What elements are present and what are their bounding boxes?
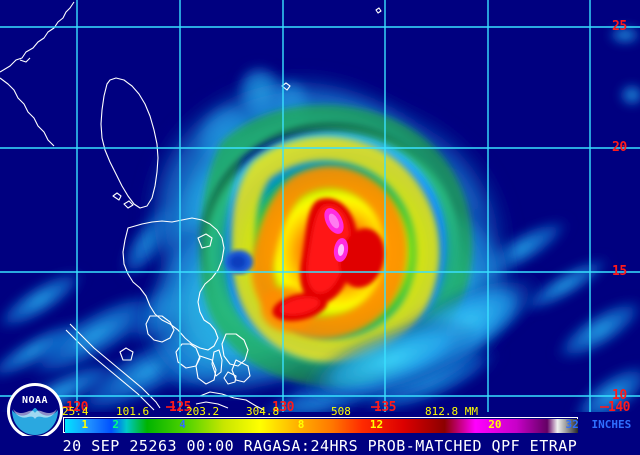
colorbar-in-20: 20 [488, 418, 502, 431]
colorbar-legend: 25.4 101.6 203.2 304.8 508 812.8 MM 1 2 … [0, 400, 640, 436]
title-bar-background [0, 436, 640, 455]
lon-label-140: 140 [608, 400, 630, 412]
lat-label-10: 10 [612, 388, 627, 403]
colorbar-mm-25: 25.4 [62, 405, 89, 418]
colorbar-in-4: 4 [179, 418, 186, 431]
colorbar-frame [63, 417, 578, 433]
feeder-band [300, 269, 548, 404]
lon-label-120: 120 [66, 400, 88, 412]
colorbar-mm-203: 203.2 [186, 405, 220, 418]
colorbar-mm-508: 508 [331, 405, 351, 418]
colorbar-in-1: 1 [81, 418, 89, 431]
precip-maxima [324, 208, 349, 262]
map-canvas: 25 20 15 10 120 125 130 135 140 [0, 0, 640, 412]
lon-label-125: 125 [169, 400, 191, 412]
product-title: 20 SEP 25263 00:00 RAGASA:24HRS PROB-MAT… [62, 437, 578, 455]
colorbar-mm-304: 304.8 [246, 405, 280, 418]
colorbar-in-8: 8 [297, 418, 305, 431]
red-comma [272, 198, 385, 321]
precipitation-field [0, 25, 640, 412]
noaa-logo: NOAA [7, 383, 63, 439]
lat-label-15: 15 [612, 264, 627, 279]
lon-label-135: 135 [374, 400, 396, 412]
lat-label-20: 20 [612, 140, 627, 155]
colorbar-unit-inches: INCHES [591, 418, 632, 431]
lon-label-130: 130 [272, 400, 294, 412]
colorbar-in-12: 12 [369, 418, 384, 431]
noaa-logo-text: NOAA [22, 395, 48, 406]
colorbar-gradient [65, 419, 578, 433]
colorbar-in-32: 32 [565, 418, 579, 431]
eye-notch [225, 250, 253, 274]
colorbar-mm-812: 812.8 MM [425, 405, 478, 418]
lat-label-25: 25 [612, 19, 627, 34]
colorbar-in-2: 2 [112, 418, 119, 431]
colorbar-mm-101: 101.6 [116, 405, 150, 418]
